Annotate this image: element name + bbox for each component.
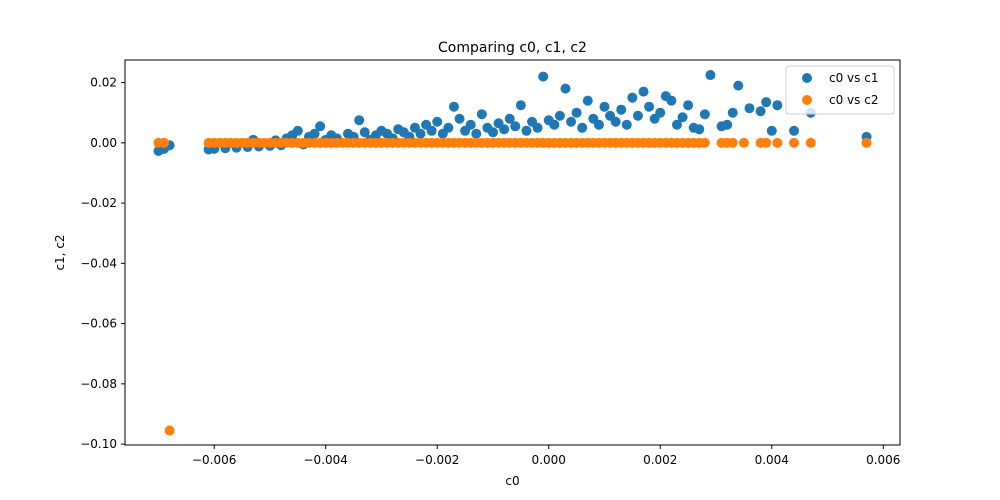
- legend-marker-c0-vs-c2: [802, 95, 812, 105]
- x-tick-label: −0.004: [304, 453, 348, 467]
- data-point: [755, 106, 766, 117]
- data-point: [549, 119, 560, 130]
- data-point: [621, 119, 632, 130]
- legend-marker-c0-vs-c1: [802, 73, 812, 83]
- data-point: [487, 127, 498, 138]
- data-point: [164, 425, 175, 436]
- y-tick-label: 0.00: [90, 136, 117, 150]
- data-point: [426, 125, 437, 136]
- data-point: [705, 70, 716, 81]
- data-point: [560, 83, 571, 94]
- data-point: [465, 119, 476, 130]
- data-point: [582, 95, 593, 106]
- data-point: [499, 124, 510, 135]
- data-point: [521, 125, 532, 136]
- data-point: [554, 110, 565, 121]
- data-point: [599, 101, 610, 112]
- y-tick-label: −0.06: [80, 317, 117, 331]
- data-point: [432, 116, 443, 127]
- data-point: [772, 100, 783, 111]
- data-point: [159, 137, 170, 148]
- data-point: [722, 119, 733, 130]
- y-axis: 0.02 0.00 −0.02 −0.04 −0.06 −0.08 −0.10: [80, 76, 125, 451]
- data-point: [694, 124, 705, 135]
- y-tick-label: −0.10: [80, 437, 117, 451]
- data-point: [789, 137, 800, 148]
- data-point: [699, 109, 710, 120]
- x-tick-label: −0.002: [415, 453, 459, 467]
- data-point: [309, 128, 320, 139]
- data-point: [415, 128, 426, 139]
- data-point: [627, 92, 638, 103]
- legend-label-c0-vs-c2: c0 vs c2: [829, 93, 878, 107]
- data-point: [683, 100, 694, 111]
- data-point: [632, 110, 643, 121]
- data-point: [805, 137, 816, 148]
- data-point: [471, 128, 482, 139]
- data-point: [359, 127, 370, 138]
- plot-frame: [124, 59, 901, 446]
- data-point: [476, 109, 487, 120]
- x-axis-label: c0: [505, 474, 519, 488]
- y-axis-label: c1, c2: [53, 234, 67, 270]
- data-point: [515, 100, 526, 111]
- data-point: [772, 137, 783, 148]
- data-point: [443, 122, 454, 133]
- data-point: [766, 125, 777, 136]
- y-tick-label: −0.08: [80, 377, 117, 391]
- data-point: [638, 86, 649, 97]
- data-point: [738, 137, 749, 148]
- series-2: [153, 137, 872, 436]
- data-point: [727, 107, 738, 118]
- data-point: [504, 113, 515, 124]
- data-point: [666, 95, 677, 106]
- data-point: [733, 80, 744, 91]
- data-point: [761, 137, 772, 148]
- data-point: [354, 115, 365, 126]
- data-point: [861, 137, 872, 148]
- data-point: [315, 121, 326, 132]
- data-point: [454, 113, 465, 124]
- legend-label-c0-vs-c1: c0 vs c1: [829, 71, 878, 85]
- data-point: [671, 119, 682, 130]
- data-point: [761, 97, 772, 108]
- data-point: [593, 119, 604, 130]
- data-point: [655, 107, 666, 118]
- data-point: [789, 125, 800, 136]
- chart-title: Comparing c0, c1, c2: [438, 40, 587, 56]
- legend-box: [785, 65, 895, 115]
- x-tick-label: 0.002: [643, 453, 677, 467]
- x-tick-label: 0.004: [755, 453, 789, 467]
- y-tick-label: 0.02: [90, 76, 117, 90]
- legend: c0 vs c1 c0 vs c2: [785, 65, 895, 115]
- data-point: [616, 104, 627, 115]
- data-point: [744, 103, 755, 114]
- y-tick-label: −0.02: [80, 196, 117, 210]
- data-point: [448, 101, 459, 112]
- data-point: [566, 116, 577, 127]
- x-tick-label: 0.000: [532, 453, 566, 467]
- x-tick-label: 0.006: [866, 453, 900, 467]
- y-tick-label: −0.04: [80, 256, 117, 270]
- points-layer: [153, 70, 872, 436]
- data-point: [610, 116, 621, 127]
- data-point: [532, 122, 543, 133]
- data-point: [699, 137, 710, 148]
- x-tick-label: −0.006: [192, 453, 236, 467]
- data-point: [510, 121, 521, 132]
- data-point: [727, 137, 738, 148]
- data-point: [577, 122, 588, 133]
- data-point: [677, 112, 688, 123]
- data-point: [644, 101, 655, 112]
- data-point: [571, 107, 582, 118]
- data-point: [292, 125, 303, 136]
- x-axis: −0.006 −0.004 −0.002 0.000 0.002 0.004 0.006: [192, 445, 900, 467]
- data-point: [538, 71, 549, 82]
